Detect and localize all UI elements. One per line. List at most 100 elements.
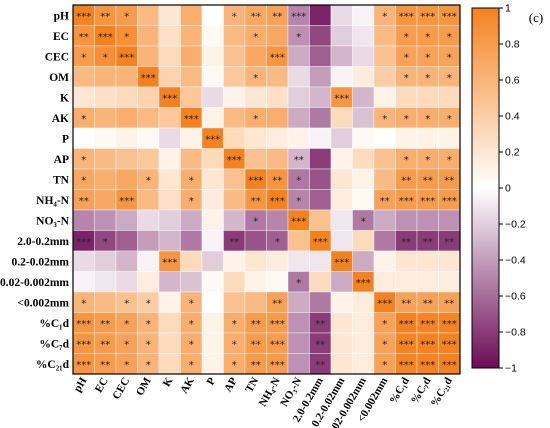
- significance-mark: ***: [420, 319, 435, 330]
- significance-mark: ***: [334, 257, 349, 268]
- colorbar-tick-label: 0.6: [505, 75, 520, 87]
- heatmap-cell: [352, 148, 375, 170]
- heatmap-cell: [266, 66, 289, 88]
- significance-mark: *: [253, 114, 258, 125]
- significance-mark: ***: [270, 196, 285, 207]
- colorbar-tick-label: 0.8: [505, 39, 520, 51]
- significance-mark: ***: [377, 298, 392, 309]
- heatmap-cell: [180, 230, 203, 252]
- heatmap-cell: [223, 189, 246, 211]
- heatmap-cell: [115, 86, 138, 108]
- heatmap-cell: [137, 148, 160, 170]
- column-label: K: [161, 375, 176, 389]
- heatmap-cell: [201, 4, 224, 26]
- significance-mark: *: [189, 319, 194, 330]
- significance-mark: *: [404, 73, 409, 84]
- significance-mark: *: [81, 155, 86, 166]
- significance-mark: **: [315, 360, 325, 371]
- heatmap-cell: [330, 45, 353, 67]
- significance-mark: *: [447, 52, 452, 63]
- significance-mark: **: [100, 319, 110, 330]
- heatmap-cell: [309, 66, 332, 88]
- significance-mark: *: [146, 298, 151, 309]
- heatmap-cell: [352, 312, 375, 334]
- significance-mark: ***: [399, 360, 414, 371]
- heatmap-cell: [223, 127, 246, 149]
- heatmap-cell: [352, 107, 375, 129]
- significance-mark: ***: [162, 93, 177, 104]
- heatmap-cell: [266, 25, 289, 47]
- heatmap-cell: [180, 271, 203, 293]
- significance-mark: **: [423, 175, 433, 186]
- significance-mark: ***: [291, 11, 306, 22]
- colorbar-tick-label: −0.2: [505, 219, 526, 231]
- heatmap-cell: [287, 127, 310, 149]
- heatmap-cell: [137, 271, 160, 293]
- significance-mark: ***: [399, 339, 414, 350]
- heatmap-cell: [330, 148, 353, 170]
- heatmap-cell: [266, 86, 289, 108]
- significance-mark: ***: [76, 339, 91, 350]
- heatmap-cell: [309, 271, 332, 293]
- heatmap-cell: [201, 66, 224, 88]
- significance-mark: *: [124, 32, 129, 43]
- heatmap-cell: [115, 148, 138, 170]
- significance-mark: *: [189, 360, 194, 371]
- heatmap-cell: [244, 127, 267, 149]
- heatmap-cell: [287, 332, 310, 354]
- heatmap-cell: [416, 86, 439, 108]
- significance-mark: **: [251, 11, 261, 22]
- significance-mark: ***: [162, 257, 177, 268]
- colorbar-tick-label: 1: [505, 3, 511, 15]
- heatmap-cell: [72, 127, 95, 149]
- heatmap-cell: [180, 250, 203, 272]
- column-label: EC: [93, 375, 111, 394]
- significance-mark: *: [404, 114, 409, 125]
- colorbar-ticks: −1 −0.8 −0.6 −0.4 −0.2 0 0.2 0.4 0.6 0.8 1: [499, 3, 526, 375]
- heatmap-cell: [223, 45, 246, 67]
- heatmap-cell: [309, 168, 332, 190]
- significance-mark: *: [189, 339, 194, 350]
- heatmap-cell: [201, 271, 224, 293]
- significance-mark: **: [401, 175, 411, 186]
- heatmap-cell: [137, 4, 160, 26]
- heatmap-cell: [352, 66, 375, 88]
- heatmap-cell: [309, 4, 332, 26]
- significance-mark: *: [296, 278, 301, 289]
- significance-mark: ***: [119, 196, 134, 207]
- significance-mark: ***: [184, 114, 199, 125]
- significance-mark: *: [253, 32, 258, 43]
- significance-mark: ***: [141, 73, 156, 84]
- heatmap-cell: [395, 86, 418, 108]
- heatmap-frame: [72, 4, 461, 375]
- column-label: pH: [72, 375, 90, 394]
- significance-mark: ***: [420, 196, 435, 207]
- heatmap-cell: [201, 250, 224, 272]
- heatmap-cell: [287, 86, 310, 108]
- column-label: TN: [243, 375, 261, 394]
- heatmap-cell: [352, 230, 375, 252]
- significance-mark: **: [79, 32, 89, 43]
- heatmap-cell: [201, 312, 224, 334]
- significance-mark: **: [294, 155, 304, 166]
- significance-mark: *: [447, 32, 452, 43]
- row-label: NH₄-N: [36, 195, 70, 207]
- significance-mark: **: [251, 319, 261, 330]
- heatmap-cell: [287, 45, 310, 67]
- heatmap-cell: [330, 25, 353, 47]
- heatmap-cell: [352, 45, 375, 67]
- heatmap-cell: [180, 209, 203, 231]
- significance-mark: **: [423, 237, 433, 248]
- heatmap-cell: [352, 353, 375, 375]
- significance-mark: *: [189, 298, 194, 309]
- significance-mark: *: [447, 114, 452, 125]
- significance-mark: **: [423, 298, 433, 309]
- significance-mark: ***: [76, 319, 91, 330]
- significance-mark: *: [425, 155, 430, 166]
- heatmap-cell: [438, 250, 461, 272]
- heatmap-cell: [223, 168, 246, 190]
- significance-mark: ***: [442, 339, 457, 350]
- significance-mark: *: [275, 237, 280, 248]
- significance-mark: ***: [270, 339, 285, 350]
